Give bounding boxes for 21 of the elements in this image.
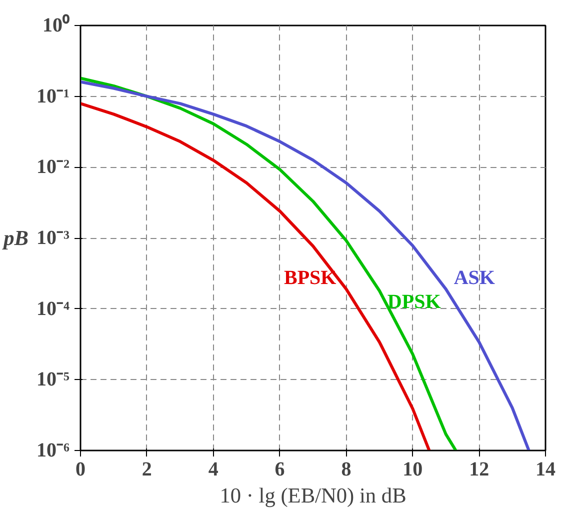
x-axis-title: 10 · lg (EB/N0) in dB xyxy=(220,484,406,508)
series-label: BPSK xyxy=(284,267,337,290)
x-tick-label: 6 xyxy=(274,458,285,480)
y-tick-label: 10⁰ xyxy=(42,14,70,36)
x-tick-label: 0 xyxy=(76,458,86,480)
y-tick-label: 10⁻⁴ xyxy=(36,298,70,320)
y-tick-label: 10⁻² xyxy=(36,156,70,178)
y-tick-label: 10⁻³ xyxy=(36,227,70,249)
series-label: ASK xyxy=(454,267,496,290)
y-tick-label: 10⁻⁶ xyxy=(36,440,70,462)
x-tick-label: 12 xyxy=(469,458,490,480)
x-tick-label: 14 xyxy=(536,458,556,480)
y-tick-label: 10⁻¹ xyxy=(36,85,70,108)
x-tick-label: 10 xyxy=(402,458,423,480)
y-axis-title: pB xyxy=(2,226,29,250)
x-tick-label: 2 xyxy=(142,458,152,480)
series-label: DPSK xyxy=(387,290,442,313)
x-tick-label: 8 xyxy=(341,458,352,480)
line-series xyxy=(80,80,530,450)
y-tick-label: 10⁻⁵ xyxy=(36,368,70,391)
x-tick-label: 4 xyxy=(208,458,218,480)
